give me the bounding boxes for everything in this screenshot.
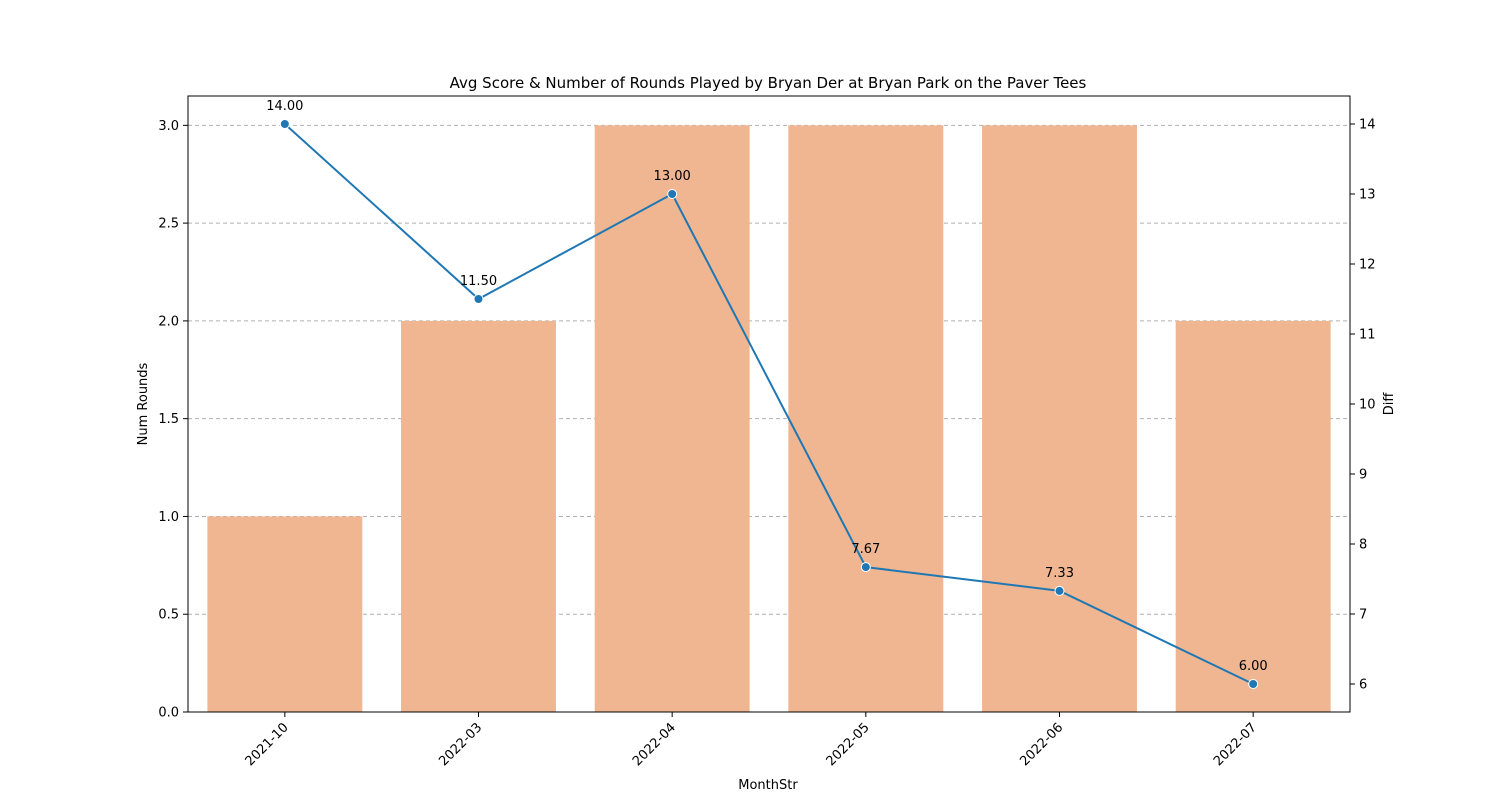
data-labels: 14.00 11.50 13.00 7.67 7.33 6.00	[266, 99, 1267, 674]
y-right-tick-label: 13	[1359, 188, 1376, 203]
data-label: 6.00	[1239, 659, 1268, 674]
data-label: 7.33	[1045, 566, 1074, 581]
y-axis-left-label: Num Rounds	[136, 362, 151, 445]
y-left-tick-label: 2.0	[158, 314, 179, 329]
bar-2021-10	[207, 516, 363, 712]
y-right-tick-label: 14	[1359, 118, 1376, 133]
bar-2022-03	[401, 320, 556, 712]
bar-2022-07	[1175, 320, 1331, 712]
y-right-tick-label: 9	[1359, 468, 1367, 483]
x-tick-label: 2022-05	[824, 720, 873, 769]
y-left-tick-label: 2.5	[158, 217, 179, 232]
y-right-tick-label: 6	[1359, 678, 1367, 693]
grid-lines	[188, 124, 1350, 615]
line-point-2021-10	[279, 119, 290, 129]
x-axis-label: MonthStr	[738, 778, 798, 793]
x-tick-label: 2021-10	[243, 720, 292, 769]
line-point-2022-06	[1054, 585, 1065, 596]
line-point-2022-05	[860, 562, 871, 573]
line-point-2022-03	[473, 294, 484, 304]
line-series	[279, 119, 1259, 689]
x-tick-label: 2022-04	[630, 720, 679, 769]
y-left-tick-label: 1.5	[158, 412, 179, 427]
y-right-tick-label: 11	[1359, 328, 1376, 343]
chart-title: Avg Score & Number of Rounds Played by B…	[450, 74, 1087, 92]
line-point-2022-07	[1248, 679, 1259, 689]
bar-2022-06	[982, 125, 1137, 713]
x-tick-label: 2022-06	[1017, 720, 1066, 769]
diff-line	[284, 123, 1254, 685]
bar-2022-04	[594, 125, 750, 713]
y-axis-right-label: Diff	[1382, 392, 1397, 416]
y-left-tick-label: 0.0	[158, 706, 179, 721]
y-right-tick-label: 12	[1359, 258, 1376, 273]
x-tick-label: 2022-03	[436, 720, 485, 769]
data-label: 11.50	[460, 274, 497, 289]
line-point-2022-04	[667, 189, 678, 199]
y-left-tick-label: 1.0	[158, 510, 179, 525]
y-left-tick-label: 3.0	[158, 119, 179, 134]
y-right-tick-label: 10	[1359, 398, 1376, 413]
data-label: 13.00	[654, 169, 691, 184]
y-right-tick-label: 7	[1359, 608, 1367, 623]
y-left-tick-label: 0.5	[158, 608, 179, 623]
bar-2022-05	[788, 125, 944, 713]
y-right-tick-label: 8	[1359, 538, 1367, 553]
x-tick-label: 2022-07	[1211, 720, 1260, 769]
data-label: 7.67	[851, 542, 880, 557]
data-label: 14.00	[266, 99, 303, 114]
